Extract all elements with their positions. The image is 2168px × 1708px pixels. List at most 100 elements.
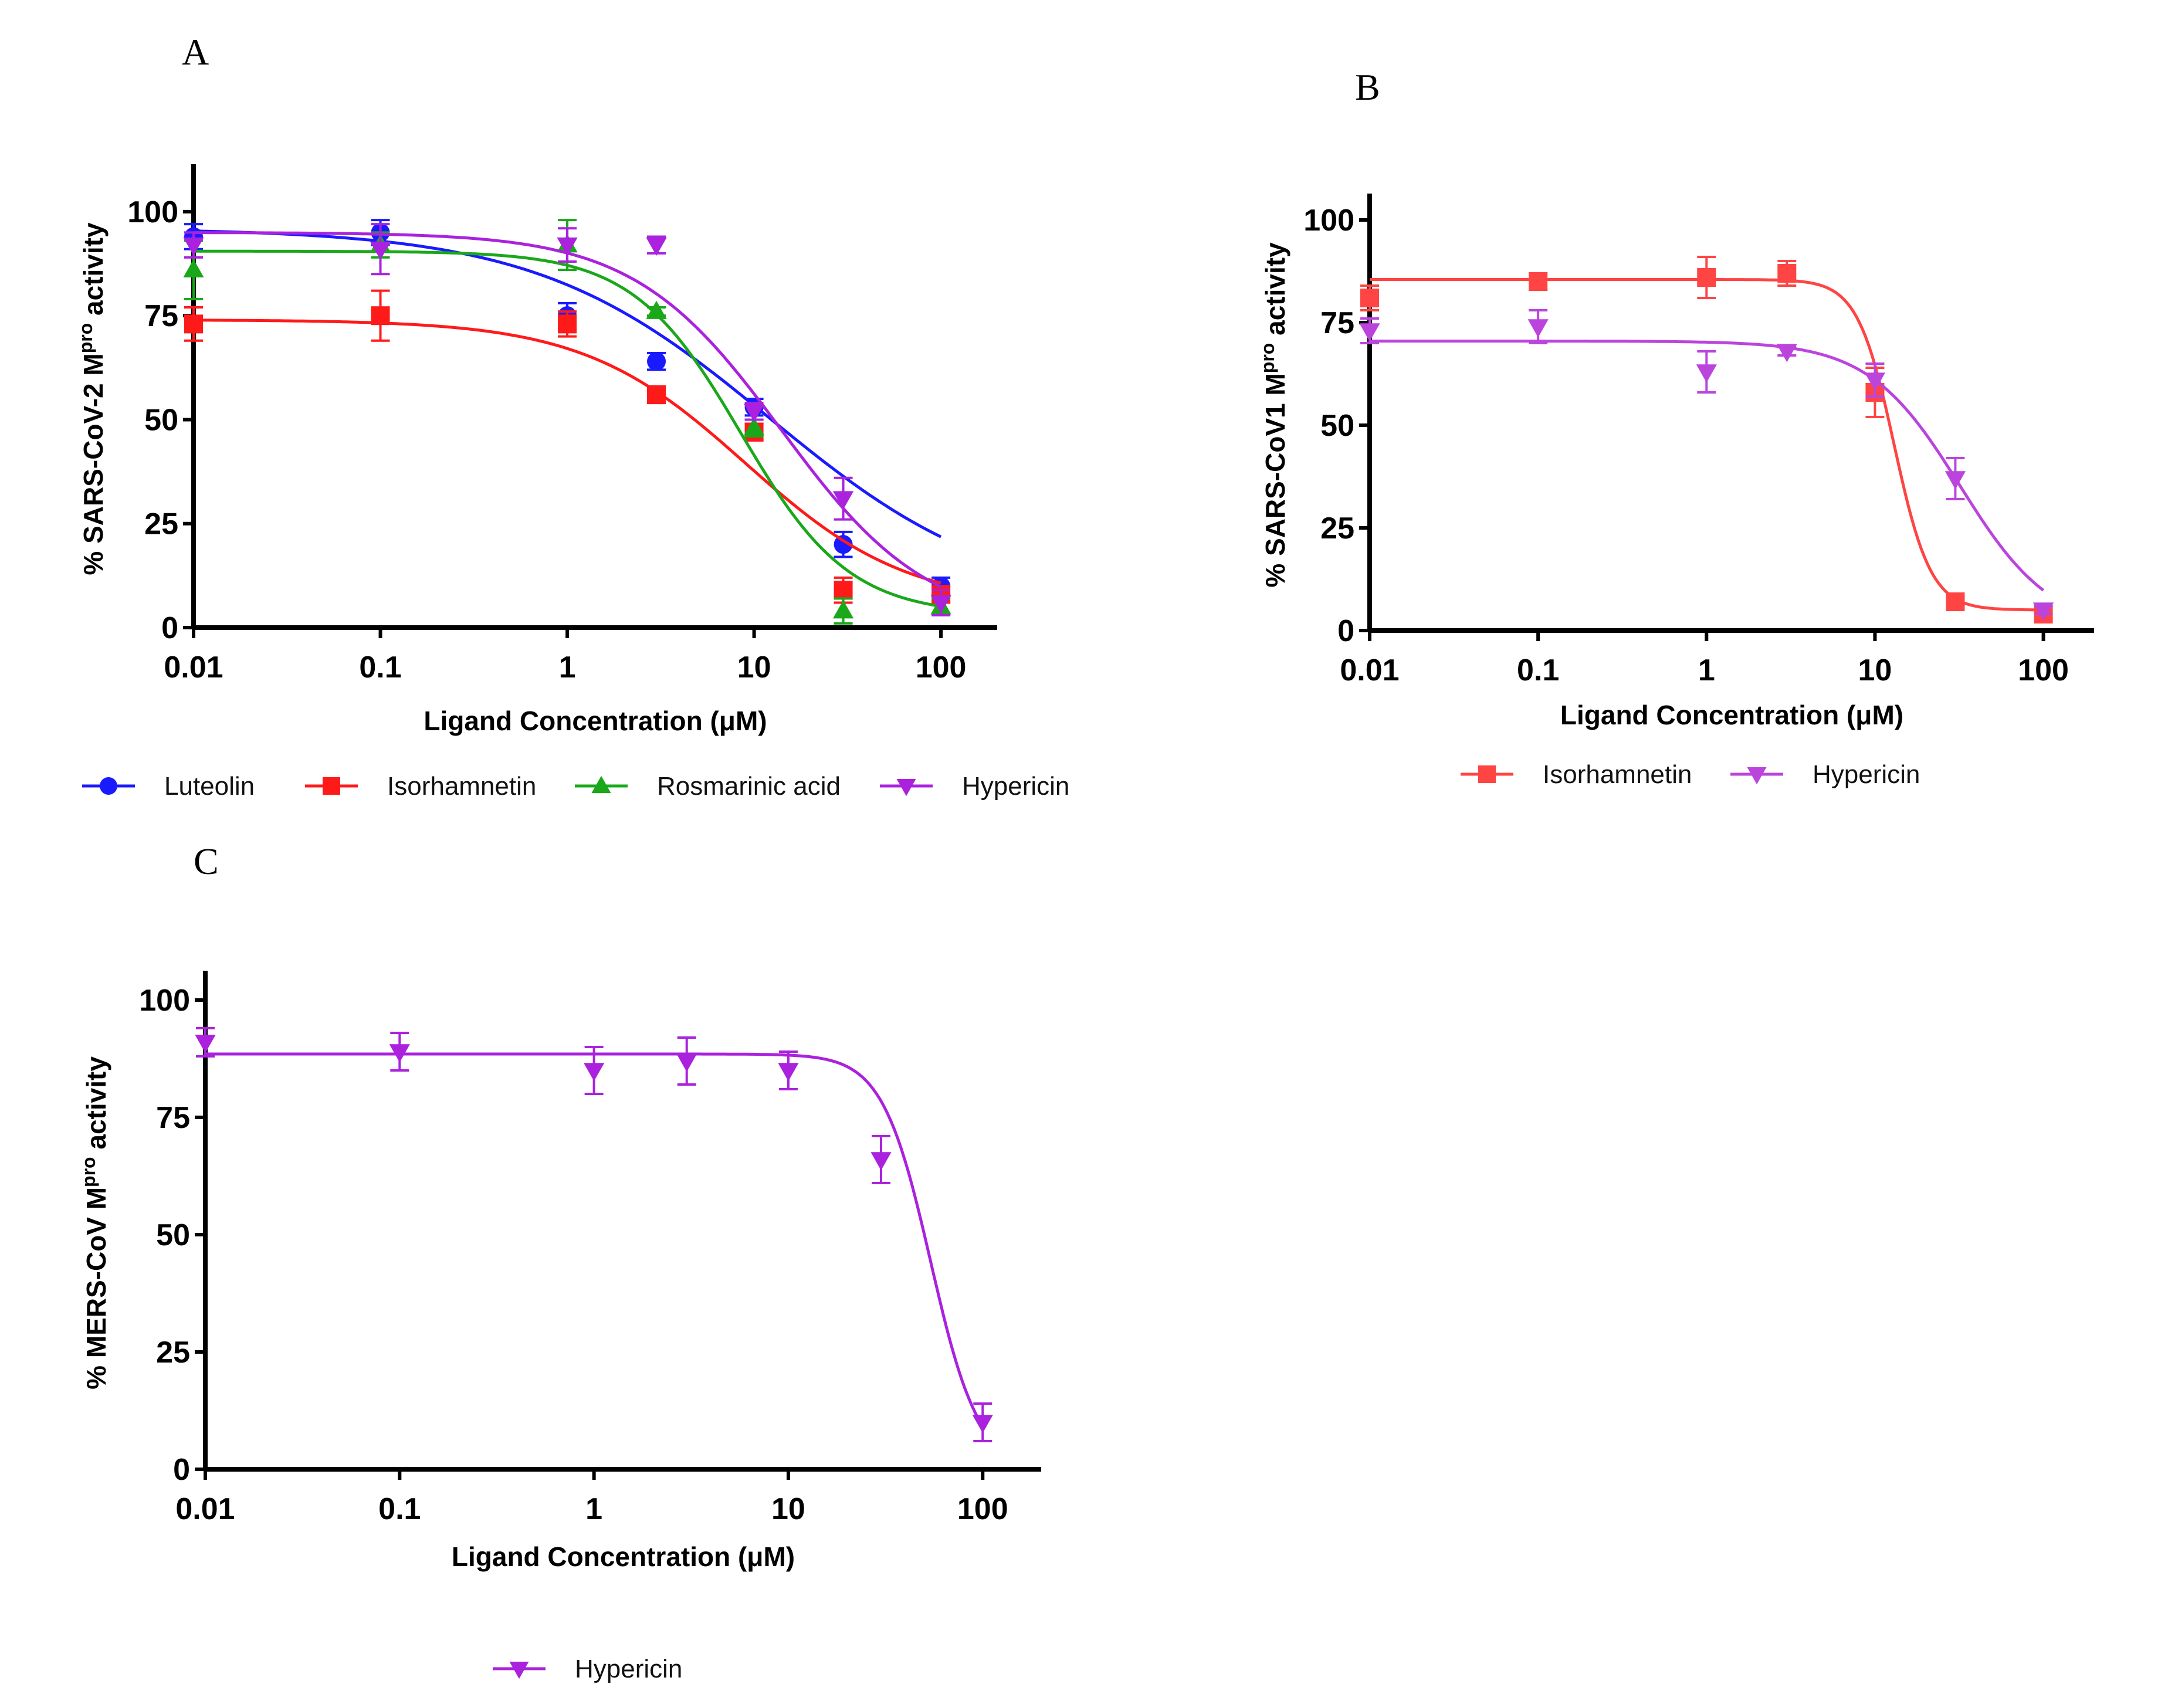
panel-letter: A [182, 31, 209, 73]
legend-item: Isorhamnetin [305, 772, 536, 801]
data-point [1527, 319, 1549, 338]
y-axis-title-sup: pro [75, 323, 96, 354]
x-tick-label: 0.1 [1517, 653, 1559, 687]
panel-letter: C [194, 841, 219, 882]
y-axis-title-sup: pro [78, 1157, 99, 1187]
series-hypericin [195, 1027, 993, 1442]
data-point [832, 491, 854, 510]
x-axis-title: Ligand Concentration (μM) [1560, 700, 1903, 730]
data-point [778, 1063, 799, 1082]
x-tick-label: 10 [737, 650, 771, 684]
legend-item: Rosmarinic acid [575, 772, 841, 801]
y-axis-title: % SARS-CoV1 Mpro activity [1257, 242, 1290, 588]
y-axis-title-main: % SARS-CoV-2 M [78, 353, 109, 575]
x-tick-label: 0.01 [1340, 653, 1399, 687]
y-axis-title-tail: activity [1260, 242, 1290, 343]
data-point [370, 241, 391, 260]
y-tick-label: 100 [127, 195, 178, 229]
y-tick-label: 25 [144, 507, 178, 541]
panel-letter: B [1355, 66, 1380, 108]
legend-label: Hypericin [575, 1655, 682, 1683]
x-tick-label: 100 [957, 1492, 1008, 1526]
data-point [2032, 602, 2054, 621]
data-point [930, 595, 951, 614]
x-tick-label: 1 [585, 1492, 602, 1526]
data-point [646, 237, 667, 256]
y-axis-title: % SARS-CoV-2 Mpro activity [75, 222, 109, 575]
legend-item: Hypericin [880, 772, 1069, 801]
legend-marker [100, 777, 117, 795]
data-point [1945, 471, 1966, 490]
fit-curve [193, 229, 942, 538]
x-tick-label: 10 [771, 1492, 805, 1526]
y-tick-label: 0 [173, 1453, 190, 1487]
data-point [646, 300, 667, 319]
legend-item: Isorhamnetin [1461, 760, 1692, 789]
legend-item: Hypericin [1730, 760, 1920, 789]
y-tick-label: 0 [1337, 614, 1354, 648]
x-tick-label: 10 [1858, 653, 1892, 687]
data-point [1697, 268, 1716, 287]
data-point [1529, 272, 1548, 291]
fit-curve [1370, 340, 2045, 592]
y-tick-label: 0 [161, 611, 178, 645]
y-axis-title-main: % MERS-CoV M [81, 1187, 111, 1390]
y-tick-label: 100 [139, 984, 190, 1018]
data-point [647, 385, 666, 404]
y-tick-label: 50 [156, 1218, 190, 1252]
data-point [183, 237, 204, 256]
data-point [676, 1053, 697, 1072]
x-tick-label: 1 [559, 650, 576, 684]
data-point [558, 314, 577, 334]
legend-marker [323, 777, 340, 795]
legend-marker [896, 779, 916, 797]
chart-panel-b: B 0 25 50 75 100 0.01 0.1 1 10 100 Ligand Concentra… [1257, 66, 2094, 789]
legend-label: Isorhamnetin [387, 772, 536, 801]
y-axis-title-tail: activity [81, 1056, 111, 1157]
x-tick-label: 100 [916, 650, 967, 684]
y-tick-label: 50 [144, 403, 178, 437]
x-axis-title: Ligand Concentration (μM) [452, 1541, 795, 1572]
data-point [1864, 372, 1886, 391]
data-point [972, 1415, 993, 1434]
data-point [557, 237, 578, 256]
x-tick-label: 0.1 [359, 650, 401, 684]
y-tick-label: 25 [1320, 511, 1354, 545]
y-axis-title-sup: pro [1257, 343, 1278, 374]
data-point [870, 1152, 892, 1171]
x-tick-label: 1 [1698, 653, 1715, 687]
x-axis-title: Ligand Concentration (μM) [424, 706, 767, 736]
legend-item: Hypericin [493, 1655, 682, 1683]
legend-marker [1478, 765, 1496, 783]
y-tick-label: 50 [1320, 409, 1354, 443]
x-tick-label: 0.1 [378, 1492, 421, 1526]
data-point [834, 581, 853, 600]
legend-label: Rosmarinic acid [657, 772, 841, 801]
data-point [184, 314, 203, 334]
legend-marker [1747, 767, 1767, 785]
data-point [584, 1063, 605, 1082]
y-tick-label: 25 [156, 1336, 190, 1370]
legend-label: Hypericin [1813, 760, 1920, 789]
data-point [195, 1035, 216, 1053]
data-point [1776, 344, 1797, 362]
legend-label: Isorhamnetin [1543, 760, 1692, 789]
data-point [1696, 364, 1717, 383]
y-tick-label: 75 [144, 299, 178, 333]
data-point [1777, 264, 1797, 283]
legend-marker [591, 775, 611, 793]
legend-label: Hypericin [962, 772, 1069, 801]
x-tick-label: 100 [2018, 653, 2069, 687]
data-point [183, 259, 204, 277]
y-axis-title-tail: activity [78, 222, 109, 323]
series-hypericin [183, 223, 951, 616]
y-tick-label: 100 [1303, 204, 1354, 238]
fit-curve [194, 318, 941, 585]
y-tick-label: 75 [156, 1101, 190, 1135]
data-point [743, 404, 765, 422]
data-point [1946, 592, 1965, 611]
y-axis-title: % MERS-CoV Mpro activity [78, 1056, 111, 1390]
data-point [1360, 289, 1379, 307]
data-point [832, 600, 854, 619]
